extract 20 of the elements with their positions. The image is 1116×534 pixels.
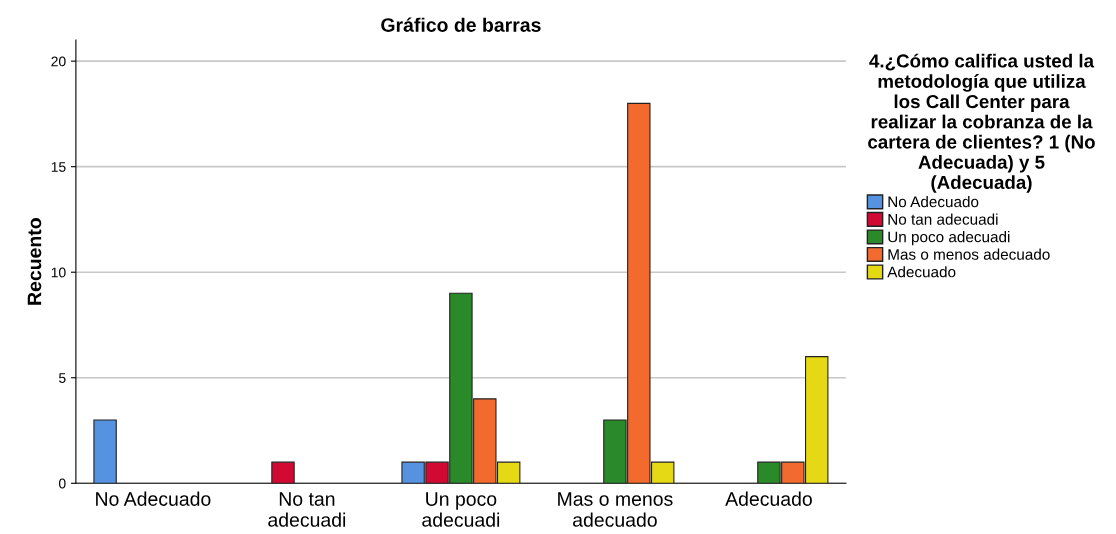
legend-label: No tan adecuadi (888, 213, 998, 225)
y-axis-title: Recuento (27, 218, 42, 305)
x-tick-label: Un poco adecuadi (422, 492, 500, 527)
legend-label: Adecuado (887, 266, 956, 278)
bar (93, 419, 117, 484)
legend-label: Un poco adecuadi (888, 231, 1010, 246)
x-tick-label: Mas o menos adecuado (558, 492, 673, 527)
legend-title: 4.¿Cómo califica usted la metodología que utiliza los Call Center para realizar la cobranza de la cartera de clientes? 1 (No Adecuada) y 5 (Adecuada) (868, 53, 1095, 193)
bar (271, 461, 295, 484)
legend-label: No Adecuado (888, 196, 979, 208)
y-tick-label: 10 (51, 267, 66, 278)
x-tick-label: No tan adecuadi (268, 492, 346, 527)
y-tick-label: 15 (51, 162, 66, 172)
chart-title: Gráfico de barras (381, 17, 541, 32)
x-tick-label: No Adecuado (96, 491, 211, 506)
legend-label: Mas o menos adecuado (888, 248, 1050, 260)
y-tick-label: 5 (59, 373, 66, 383)
y-tick-label: 0 (58, 478, 66, 489)
y-tick-label: 20 (51, 56, 66, 67)
x-tick-label: Adecuado (725, 491, 812, 506)
